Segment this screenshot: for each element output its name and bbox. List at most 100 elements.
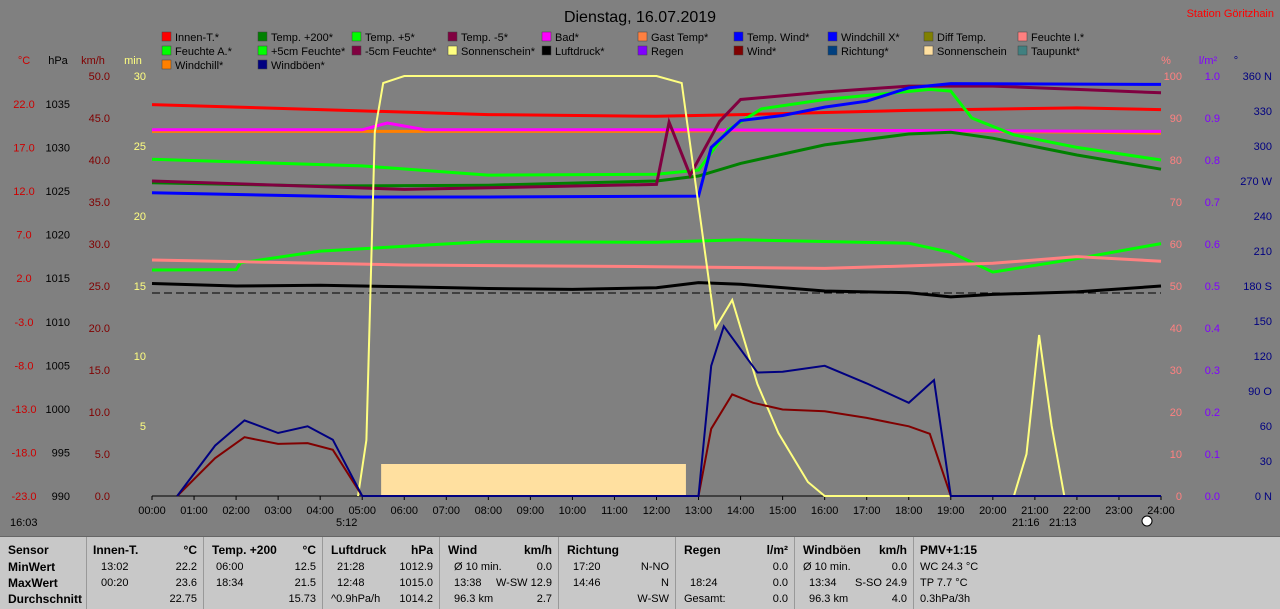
deg-tick-label: 0 N: [1255, 491, 1272, 503]
celsius-tick-label: 7.0: [16, 230, 31, 242]
lm2-tick-label: 0.8: [1205, 155, 1220, 167]
x-tick-label: 00:00: [138, 505, 166, 517]
wind-column: Wind km/h Ø 10 min. 0.0 13:38 W-SW 12.9 …: [440, 537, 559, 609]
x-tick-label: 20:00: [979, 505, 1007, 517]
series-line: [357, 75, 1161, 497]
lm2-tick-label: 0.9: [1205, 113, 1220, 125]
richtung-min-time: 17:20: [573, 561, 601, 573]
innen-min-time: 13:02: [101, 561, 129, 573]
sensor-header: Sensor: [8, 543, 49, 557]
series-line: [151, 103, 1162, 118]
windboeen-avg-value: 4.0: [891, 593, 907, 605]
luftdruck-trend: ^0.9hPa/h: [331, 593, 381, 605]
min-tick-label: 25: [134, 141, 146, 153]
legend-label: Temp. -5*: [461, 32, 509, 44]
innen-column: Innen-T. °C 13:02 22.2 00:20 23.6 22.75: [87, 537, 204, 609]
legend-label: Temp. Wind*: [747, 32, 810, 44]
celsius-tick-label: -3.0: [15, 317, 34, 329]
wind-max-direction: W-SW: [496, 577, 528, 589]
maxwert-label: MaxWert: [8, 576, 58, 590]
legend-swatch: [1017, 45, 1028, 56]
legend-swatch: [257, 31, 268, 42]
legend-label: Feuchte I.*: [1031, 32, 1085, 44]
richtung-max-time: 14:46: [573, 577, 601, 589]
x-tick-label: 24:00: [1147, 505, 1175, 517]
innen-header: Innen-T.: [93, 543, 139, 557]
series-line: [151, 255, 1162, 270]
luftdruck-column: Luftdruck hPa 21:28 1012.9 12:48 1015.0 …: [323, 537, 440, 609]
richtung-min-value: N-NO: [640, 561, 669, 573]
legend-label: Windchill*: [175, 60, 224, 72]
statistics-footer: Sensor MinWert MaxWert Durchschnitt Inne…: [0, 536, 1280, 609]
x-tick-label: 17:00: [853, 505, 881, 517]
sunset-label: 21:16: [1012, 517, 1040, 529]
windboeen-avg10-value: 0.0: [891, 561, 907, 573]
celsius-tick-label: -13.0: [11, 404, 36, 416]
kmh-tick-label: 0.0: [95, 491, 110, 503]
wind-avg-value: 2.7: [536, 593, 552, 605]
sunrise-label: 5:12: [336, 517, 357, 529]
percent-tick-label: 40: [1170, 323, 1182, 335]
legend-label: Diff Temp.: [937, 32, 986, 44]
x-tick-label: 11:00: [601, 505, 628, 517]
pmv-header: PMV+1:15: [920, 543, 978, 557]
x-tick-label: 09:00: [517, 505, 545, 517]
innen-avg-value: 22.75: [169, 593, 197, 605]
lm2-tick-label: 0.6: [1205, 239, 1220, 251]
series-line: [151, 82, 1162, 199]
richtung-max-value: N: [661, 577, 669, 589]
innen-min-value: 22.2: [175, 561, 197, 573]
minwert-label: MinWert: [8, 560, 56, 574]
x-tick-label: 12:00: [643, 505, 671, 517]
innen-max-time: 00:20: [101, 577, 129, 589]
wind-max-time: 13:38: [454, 577, 482, 589]
durchschnitt-label: Durchschnitt: [8, 592, 83, 606]
x-tick-label: 06:00: [390, 505, 418, 517]
hpa-tick-label: 1030: [46, 143, 70, 155]
x-tick-label: 23:00: [1105, 505, 1133, 517]
legend-label: +5cm Feuchte*: [271, 46, 346, 58]
hpa-tick-label: 1005: [46, 360, 70, 372]
celsius-tick-label: -8.0: [15, 360, 34, 372]
weather-chart: 00:00 01:00 02:00 03:00 04:00 05:00 06:00 07:00…: [10, 8, 1274, 529]
sensor-column: Sensor MinWert MaxWert Durchschnitt: [0, 537, 87, 609]
hpa-tick-label: 1010: [46, 317, 70, 329]
temp200-min-value: 12.5: [294, 561, 316, 573]
celsius-tick-label: -23.0: [11, 491, 36, 503]
richtung-column: Richtung 17:20 N-NO 14:46 N W-SW: [559, 537, 676, 609]
celsius-tick-label: 12.0: [13, 186, 34, 198]
temp200-max-value: 21.5: [294, 577, 316, 589]
percent-tick-label: 20: [1170, 407, 1182, 419]
richtung-avg-value: W-SW: [637, 593, 669, 605]
x-tick-label: 03:00: [264, 505, 292, 517]
innen-max-value: 23.6: [175, 577, 197, 589]
moon-icon: [1141, 515, 1153, 527]
deg-tick-label: 60: [1260, 421, 1272, 433]
deg-tick-label: 270 W: [1240, 176, 1272, 188]
deg-tick-label: 180 S: [1243, 281, 1272, 293]
kmh-tick-label: 40.0: [89, 155, 110, 167]
x-tick-label: 14:00: [727, 505, 755, 517]
kmh-tick-label: 10.0: [89, 407, 110, 419]
celsius-tick-label: -18.0: [11, 447, 36, 459]
windboeen-avg10-label: Ø 10 min.: [803, 561, 851, 573]
legend-swatch: [161, 59, 172, 70]
deg-tick-label: 30: [1260, 456, 1272, 468]
kmh-tick-label: 50.0: [89, 71, 110, 83]
kmh-tick-label: 35.0: [89, 197, 110, 209]
legend-swatch: [161, 31, 172, 42]
temp200-unit: °C: [302, 543, 316, 557]
legend-label: Temp. +5*: [365, 32, 416, 44]
legend-label: Taupunkt*: [1031, 46, 1081, 58]
x-tick-label: 02:00: [222, 505, 250, 517]
luftdruck-header: Luftdruck: [331, 543, 387, 557]
pmv-column: PMV+1:15 WC 24.3 °C TP 7.7 °C 0.3hPa/3h: [914, 537, 1280, 609]
kmh-tick-label: 20.0: [89, 323, 110, 335]
x-tick-label: 15:00: [769, 505, 797, 517]
wind-max-value: 12.9: [530, 577, 552, 589]
lm2-tick-label: 0.3: [1205, 365, 1220, 377]
legend-label: Temp. +200*: [271, 32, 334, 44]
luftdruck-unit: hPa: [410, 543, 433, 557]
windboeen-header: Windböen: [803, 543, 861, 557]
wind-avg10-label: Ø 10 min.: [454, 561, 502, 573]
